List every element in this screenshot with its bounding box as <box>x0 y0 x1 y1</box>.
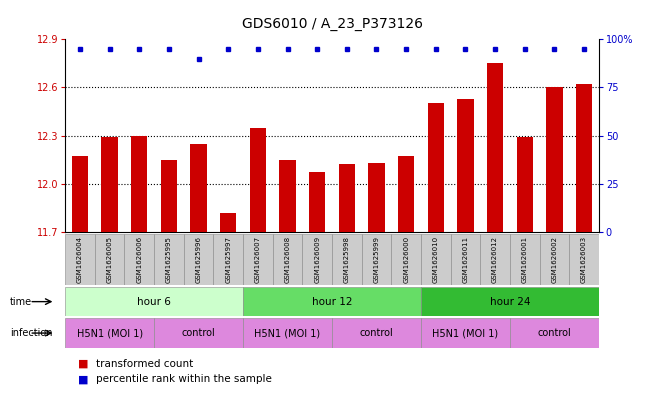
Bar <box>273 234 302 285</box>
Bar <box>428 103 444 232</box>
Bar <box>250 128 266 232</box>
Text: GSM1625998: GSM1625998 <box>344 236 350 283</box>
Bar <box>243 287 421 316</box>
Text: GSM1626009: GSM1626009 <box>314 236 320 283</box>
Bar <box>65 234 95 285</box>
Bar <box>243 234 273 285</box>
Bar <box>95 234 124 285</box>
Bar <box>457 99 474 232</box>
Bar <box>190 143 207 232</box>
Bar <box>450 234 480 285</box>
Bar <box>102 137 118 232</box>
Bar <box>184 234 214 285</box>
Bar <box>487 63 503 232</box>
Bar <box>154 318 243 348</box>
Text: ■: ■ <box>78 358 89 369</box>
Text: hour 24: hour 24 <box>490 297 530 307</box>
Bar <box>480 234 510 285</box>
Bar <box>576 84 592 232</box>
Bar <box>309 173 326 232</box>
Text: GSM1626010: GSM1626010 <box>433 236 439 283</box>
Bar <box>339 164 355 232</box>
Text: GSM1626006: GSM1626006 <box>136 236 142 283</box>
Text: transformed count: transformed count <box>96 358 193 369</box>
Bar <box>540 234 569 285</box>
Bar <box>332 234 362 285</box>
Bar <box>279 160 296 232</box>
Bar <box>154 234 184 285</box>
Text: H5N1 (MOI 1): H5N1 (MOI 1) <box>255 328 320 338</box>
Text: GSM1626008: GSM1626008 <box>284 236 290 283</box>
Text: control: control <box>359 328 393 338</box>
Bar <box>421 318 510 348</box>
Text: GSM1625995: GSM1625995 <box>166 236 172 283</box>
Text: GSM1625999: GSM1625999 <box>374 236 380 283</box>
Bar <box>124 234 154 285</box>
Text: infection: infection <box>10 328 52 338</box>
Bar <box>510 234 540 285</box>
Text: GSM1626000: GSM1626000 <box>403 236 409 283</box>
Bar <box>368 163 385 232</box>
Bar <box>569 234 599 285</box>
Text: GSM1626002: GSM1626002 <box>551 236 557 283</box>
Bar <box>243 318 332 348</box>
Text: GDS6010 / A_23_P373126: GDS6010 / A_23_P373126 <box>242 17 422 31</box>
Text: GSM1626012: GSM1626012 <box>492 236 498 283</box>
Bar <box>391 234 421 285</box>
Text: GSM1626011: GSM1626011 <box>462 236 469 283</box>
Text: GSM1625996: GSM1625996 <box>195 236 202 283</box>
Bar <box>72 156 88 232</box>
Text: hour 12: hour 12 <box>312 297 352 307</box>
Text: GSM1626007: GSM1626007 <box>255 236 261 283</box>
Text: control: control <box>538 328 572 338</box>
Text: GSM1626001: GSM1626001 <box>522 236 528 283</box>
Bar <box>214 234 243 285</box>
Bar <box>421 287 599 316</box>
Bar <box>510 318 599 348</box>
Text: GSM1626004: GSM1626004 <box>77 236 83 283</box>
Bar <box>65 318 154 348</box>
Bar <box>65 287 243 316</box>
Bar <box>131 136 147 232</box>
Text: H5N1 (MOI 1): H5N1 (MOI 1) <box>432 328 499 338</box>
Bar <box>362 234 391 285</box>
Bar <box>302 234 332 285</box>
Bar <box>398 156 414 232</box>
Text: control: control <box>182 328 215 338</box>
Text: GSM1625997: GSM1625997 <box>225 236 231 283</box>
Text: GSM1626005: GSM1626005 <box>107 236 113 283</box>
Bar <box>161 160 177 232</box>
Bar <box>332 318 421 348</box>
Text: H5N1 (MOI 1): H5N1 (MOI 1) <box>77 328 143 338</box>
Text: hour 6: hour 6 <box>137 297 171 307</box>
Bar <box>546 87 562 232</box>
Bar <box>220 213 236 232</box>
Text: ■: ■ <box>78 374 89 384</box>
Bar <box>517 137 533 232</box>
Bar <box>421 234 450 285</box>
Text: time: time <box>10 297 32 307</box>
Text: percentile rank within the sample: percentile rank within the sample <box>96 374 272 384</box>
Text: GSM1626003: GSM1626003 <box>581 236 587 283</box>
